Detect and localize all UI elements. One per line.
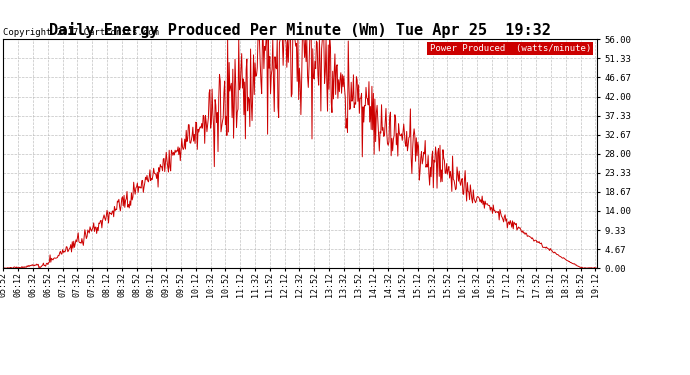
Text: Copyright 2017 Cartronics.com: Copyright 2017 Cartronics.com bbox=[3, 28, 159, 37]
Text: Power Produced  (watts/minute): Power Produced (watts/minute) bbox=[430, 44, 591, 53]
Title: Daily Energy Produced Per Minute (Wm) Tue Apr 25  19:32: Daily Energy Produced Per Minute (Wm) Tu… bbox=[49, 22, 551, 38]
